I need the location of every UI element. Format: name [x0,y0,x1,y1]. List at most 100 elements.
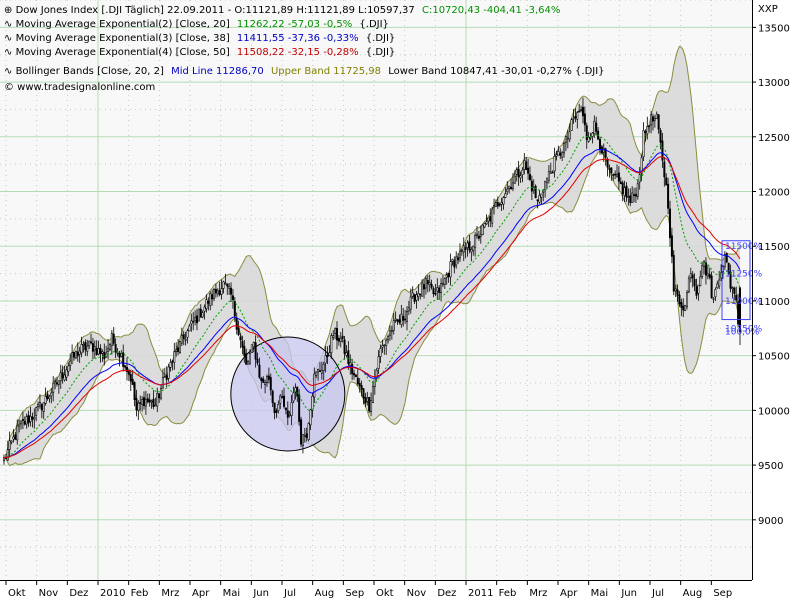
x-axis: Okt Nov Dez 2010 Feb Mrz Apr Mai Jun Jul Aug Sep Okt… [5,580,732,599]
candle-body [57,380,60,385]
candle-body [568,131,571,140]
candle-body [337,338,340,342]
candle-body [644,131,647,133]
candle-body [186,330,189,338]
candle-body [712,297,715,300]
candle-body [506,188,509,193]
candle-body [687,278,690,293]
candle-body [209,293,212,306]
candle-body [353,373,356,376]
candle-body [513,175,516,184]
candle-body [725,253,728,263]
candle-body [35,407,38,416]
y-tick-label: 9500 [758,461,783,472]
candle-body [521,169,524,176]
legend-line-ema20: ∿ Moving Average Exponential(2) [Close, … [4,19,389,30]
candle-body [114,344,117,353]
candle-body [163,375,166,378]
fibonacci-label: 11000% [725,297,763,307]
candle-body [25,416,28,425]
candle-body [525,161,528,170]
candle-body [657,114,660,130]
candle-body [120,353,123,357]
candle-body [213,289,216,300]
legend-price-separator: - [228,5,235,16]
candle-body [576,112,579,120]
y-tick-label: 12000 [758,188,790,199]
candles [2,97,741,465]
candle-body [277,404,280,411]
candle-body [131,378,134,385]
candle-body [523,160,526,170]
candle-body [508,185,511,189]
candle-body [581,106,584,117]
candle-body [445,274,448,278]
candle-body [182,334,185,339]
legend-price-name: Dow Jones Index [.DJI Täglich] 22.09.201… [16,5,225,16]
candle-body [362,388,365,399]
candle-body [392,320,395,331]
candle-body [144,399,147,407]
bollinger-upper-band [3,45,741,459]
candle-body [440,283,443,294]
candle-body [252,342,255,347]
candle-body [42,402,45,412]
y-tick-label: 10500 [758,352,790,363]
candle-body [676,289,679,296]
candle-body [341,335,344,339]
candle-body [370,400,373,412]
candle-body [273,402,276,413]
candle-body [318,370,321,372]
candle-body [118,353,121,358]
candle-body [18,423,21,427]
candle-body [716,283,719,289]
candle-body [86,345,89,352]
candle-body [419,293,422,296]
candle-body [602,147,605,153]
candle-body [354,374,357,378]
candle-body [90,341,93,344]
candle-body [411,292,414,297]
candle-body [265,376,268,384]
candle-body [271,390,274,404]
x-tick-label: 2011 [468,588,493,599]
candle-body [241,341,244,348]
candle-body [595,122,598,132]
legend-ema20-value: 11262,22 -57,03 -0,5% [237,19,352,30]
candle-body [619,181,622,185]
x-tick-label: Mai [591,588,609,599]
x-tick-label: Aug [315,588,335,599]
candle-body [691,274,694,279]
x-tick-label: Nov [39,588,59,599]
plot-background [0,0,752,580]
candle-body [617,172,620,182]
candle-body [500,202,503,205]
candle-body [50,392,53,397]
legend-line-price: ⊕ Dow Jones Index [.DJI Täglich] 22.09.2… [4,5,560,16]
candle-body [23,420,26,425]
candle-body [476,233,479,236]
candle-body [320,369,323,374]
candle-body [165,375,168,380]
candle-body [152,398,155,408]
candle-body [610,167,613,173]
legend-line-ema38: ∿ Moving Average Exponential(3) [Close, … [4,33,395,44]
candle-body [46,394,49,399]
legend-price-ohlc: O:11121,89 H:11121,89 L:10597,37 [234,5,414,16]
candle-body [264,382,267,385]
candle-body [472,245,475,251]
candle-body [530,180,533,192]
candle-body [453,260,456,268]
candle-body [211,294,214,300]
candle-body [693,279,696,287]
candle-body [723,254,726,268]
candle-body [616,173,619,177]
candle-body [424,278,427,289]
candle-body [487,217,490,222]
candle-body [515,169,518,175]
annotations: 11500% 11250% 11000% 10750%100,0% [721,240,763,338]
candle-body [489,215,492,222]
candle-body [339,337,342,343]
candle-body [347,350,350,364]
candle-body [141,399,144,406]
